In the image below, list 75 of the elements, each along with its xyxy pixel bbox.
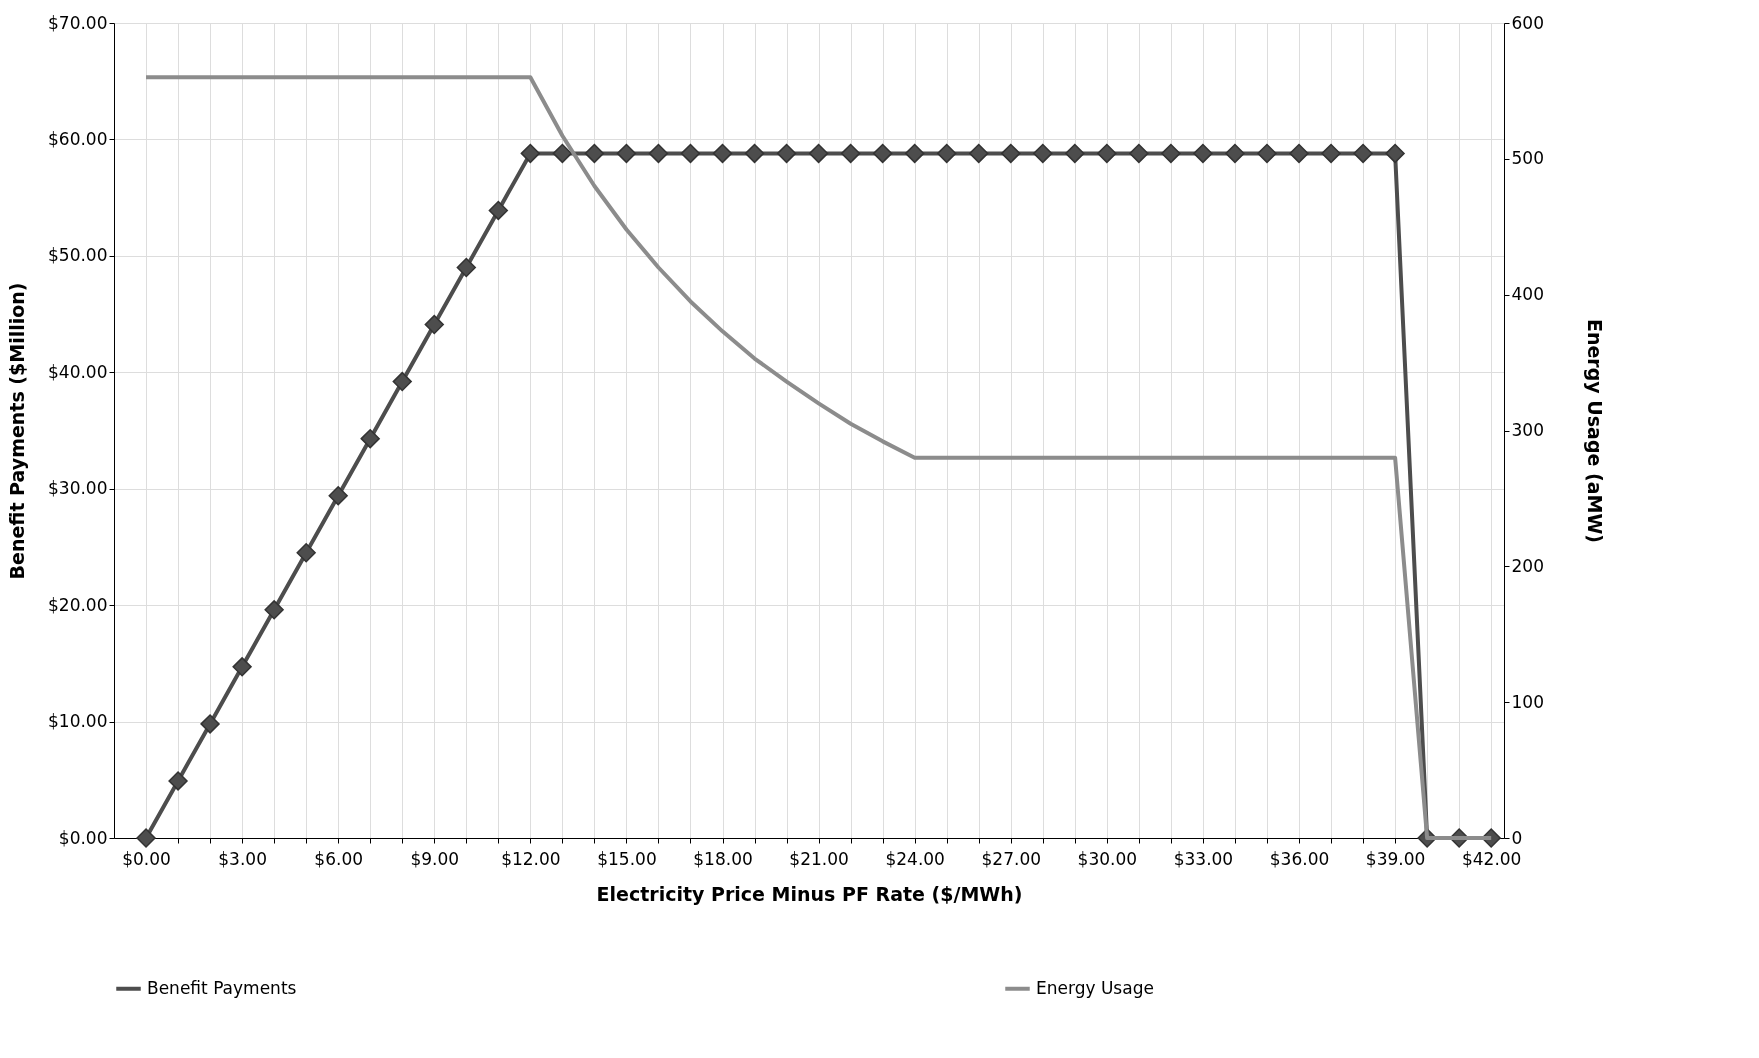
point — [712, 143, 733, 164]
x-tick-label: $39.00 — [1365, 848, 1426, 869]
point — [872, 143, 893, 164]
x-tick-label: $3.00 — [218, 848, 267, 869]
y2-tick-label: 600 — [1511, 12, 1544, 33]
point — [744, 143, 765, 164]
point — [937, 143, 957, 164]
point — [1385, 143, 1405, 164]
y2-axis-title: Energy Usage (aMW) — [1583, 318, 1606, 544]
y-tick-label: $20.00 — [48, 594, 108, 615]
point — [360, 428, 380, 449]
point — [424, 314, 444, 335]
x-tick-label: $36.00 — [1269, 848, 1330, 869]
y2-tick-label: 300 — [1511, 420, 1544, 440]
point — [520, 143, 541, 164]
point — [392, 371, 412, 392]
point — [456, 257, 476, 278]
point — [1257, 143, 1277, 164]
y-tick-label: $70.00 — [48, 12, 108, 33]
y-axis-title: Benefit Payments ($Million) — [6, 282, 29, 580]
x-tick-label: $18.00 — [693, 848, 753, 869]
y2-tick-label: 500 — [1511, 148, 1544, 169]
point — [680, 143, 701, 164]
y-tick-label: $50.00 — [48, 245, 108, 266]
legend-label: Benefit Payments — [147, 977, 297, 998]
point — [1321, 143, 1341, 164]
point — [584, 143, 605, 164]
x-tick-label: $27.00 — [981, 848, 1042, 869]
y-tick-label: $30.00 — [48, 478, 108, 499]
x-tick-label: $30.00 — [1077, 848, 1138, 869]
x-tick-label: $42.00 — [1461, 848, 1522, 869]
point — [1353, 143, 1373, 164]
point — [552, 143, 573, 164]
point — [840, 143, 861, 164]
x-tick-label: $9.00 — [410, 848, 460, 869]
point — [1225, 143, 1245, 164]
y2-tick-label: 200 — [1511, 555, 1544, 576]
x-tick-label: $24.00 — [885, 848, 945, 869]
point — [1065, 143, 1085, 164]
point — [1129, 143, 1149, 164]
point — [488, 200, 509, 221]
x-tick-label: $6.00 — [314, 848, 364, 869]
y2-tick-label: 400 — [1511, 284, 1544, 305]
point — [1161, 143, 1181, 164]
point — [648, 143, 669, 164]
point — [1033, 143, 1053, 164]
point — [328, 486, 348, 506]
y-tick-label: $0.00 — [58, 827, 108, 848]
point — [264, 600, 284, 620]
y2-tick-label: 0 — [1511, 827, 1523, 848]
x-tick-label: $12.00 — [501, 848, 561, 869]
point — [776, 143, 797, 164]
x-tick-label: $0.00 — [122, 848, 171, 869]
point — [1001, 143, 1021, 164]
y-tick-label: $40.00 — [48, 361, 108, 382]
point — [232, 657, 252, 677]
point — [168, 771, 188, 791]
point — [296, 543, 316, 563]
point — [1097, 143, 1117, 164]
x-tick-label: $15.00 — [597, 848, 657, 869]
point — [1289, 143, 1309, 164]
legend-label: Energy Usage — [1036, 977, 1154, 998]
point — [136, 828, 156, 848]
point — [1193, 143, 1213, 164]
point — [969, 143, 989, 164]
x-tick-label: $21.00 — [789, 848, 849, 869]
x-axis-title: Electricity Price Minus PF Rate ($/MWh) — [596, 882, 1023, 905]
point — [905, 143, 925, 164]
x-tick-label: $33.00 — [1173, 848, 1234, 869]
point — [200, 714, 220, 734]
point — [616, 143, 637, 164]
y-tick-label: $60.00 — [48, 128, 108, 149]
y2-tick-label: 100 — [1511, 691, 1544, 712]
y-tick-label: $10.00 — [48, 711, 108, 732]
point — [808, 143, 829, 164]
